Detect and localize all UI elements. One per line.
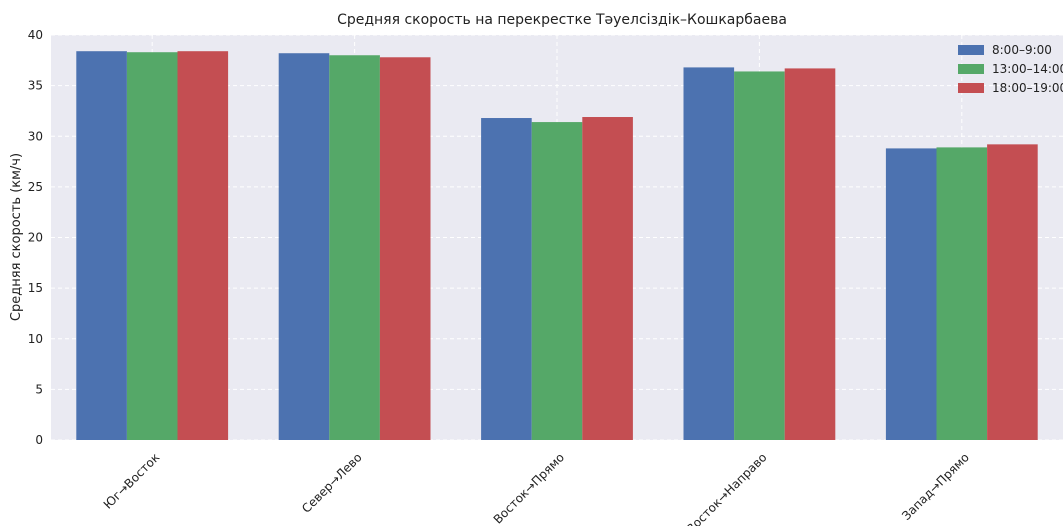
bar xyxy=(278,53,330,440)
bar xyxy=(531,122,583,440)
y-tick-label: 25 xyxy=(28,180,43,194)
bar xyxy=(481,118,532,441)
y-tick-label: 5 xyxy=(35,382,43,396)
bar xyxy=(885,148,937,440)
legend-swatch xyxy=(958,64,984,74)
bar xyxy=(76,51,127,440)
y-tick-label: 20 xyxy=(28,231,43,245)
bar xyxy=(936,147,988,440)
legend-label: 18:00–19:00 xyxy=(992,81,1063,95)
chart-title: Средняя скорость на перекрестке Тәуелсіз… xyxy=(337,12,787,28)
y-tick-label: 30 xyxy=(28,129,43,143)
legend-label: 13:00–14:00 xyxy=(992,62,1063,76)
bar xyxy=(379,57,431,441)
legend: 8:00–9:00 13:00–14:00 18:00–19:00 xyxy=(958,43,1063,95)
bar xyxy=(177,51,229,440)
x-tick-label: Юг→Восток xyxy=(101,450,163,512)
y-axis-ticks: 0 5 10 15 20 25 30 35 40 xyxy=(28,28,43,447)
y-tick-label: 40 xyxy=(28,28,43,42)
x-tick-label: Север→Лево xyxy=(299,450,365,516)
x-axis-ticks: Юг→Восток Север→Лево Восток→Прямо Восток→На… xyxy=(101,450,972,526)
x-tick-label: Восток→Прямо xyxy=(491,450,567,526)
y-tick-label: 35 xyxy=(28,79,43,93)
bar xyxy=(784,68,836,440)
x-tick-label: Запад→Прямо xyxy=(899,450,972,523)
bar xyxy=(582,117,633,440)
bar xyxy=(987,144,1038,440)
y-tick-label: 15 xyxy=(28,281,43,295)
bars xyxy=(76,51,1038,441)
y-tick-label: 10 xyxy=(28,332,43,346)
bar xyxy=(329,55,380,440)
y-axis-label: Средняя скорость (км/ч) xyxy=(9,153,24,321)
legend-swatch xyxy=(958,83,984,93)
bar xyxy=(126,52,178,441)
legend-swatch xyxy=(958,45,984,55)
y-tick-label: 0 xyxy=(35,433,43,447)
bar xyxy=(683,67,735,441)
x-tick-label: Восток→Направо xyxy=(684,450,770,526)
legend-label: 8:00–9:00 xyxy=(992,43,1052,57)
bar xyxy=(734,71,785,440)
